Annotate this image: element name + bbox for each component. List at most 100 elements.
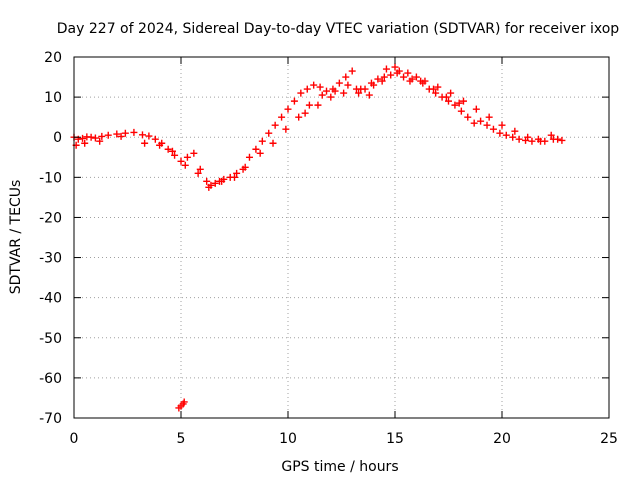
y-tick-label: -20 [39,210,62,226]
x-tick-label: 0 [70,431,79,447]
data-point [455,99,463,107]
data-point [98,132,106,140]
data-point [382,65,390,73]
data-point [404,69,412,77]
data-point [496,129,504,137]
data-point [528,137,536,145]
data-point [483,121,491,129]
data-point [432,89,440,97]
data-point [233,169,241,177]
data-point [498,121,506,129]
data-point [524,133,532,141]
data-point [470,119,478,127]
data-point [331,87,339,95]
data-point [113,130,121,138]
x-tick-label: 20 [493,431,511,447]
data-point [271,121,279,129]
data-point [408,75,416,83]
data-point [194,169,202,177]
data-point [130,128,138,136]
data-point [445,97,452,105]
data-point [451,101,459,109]
data-point [316,83,324,91]
data-point [81,139,89,147]
data-point [87,133,95,141]
data-point [151,135,159,143]
data-point [183,153,191,161]
data-point [310,81,318,89]
data-point [79,134,87,142]
x-tick-label: 25 [600,431,618,447]
data-point [327,93,335,101]
data-point [180,398,188,406]
data-point [278,113,286,121]
y-tick-label: -40 [39,291,62,307]
data-point [395,67,403,75]
data-point [457,107,465,115]
data-point [156,141,164,149]
data-point [430,85,438,93]
x-tick-label: 5 [177,431,186,447]
data-point [374,75,382,83]
data-point [290,97,298,105]
data-point [177,157,185,165]
data-point [502,131,510,139]
y-tick-label: 0 [53,130,62,146]
data-point [303,85,311,93]
data-point [380,73,388,81]
y-axis-label: SDTVAR / TECUs [8,180,24,295]
data-point [511,127,519,135]
data-point [342,73,350,81]
data-point [472,105,480,113]
y-tick-label: -30 [39,251,62,267]
data-point [190,149,198,157]
data-point [284,105,292,113]
data-point [164,145,172,153]
data-point [256,149,264,157]
data-point [370,81,378,89]
data-point [205,183,213,191]
data-point [387,71,395,79]
data-point [365,91,373,99]
data-point [537,137,545,145]
data-point [121,129,129,137]
data-point [477,117,485,125]
data-point [323,87,331,95]
data-point [245,153,253,161]
data-point [348,67,356,75]
data-point [459,97,467,105]
data-point [117,132,125,140]
data-point [355,89,363,97]
data-point [412,73,420,81]
data-point [340,89,348,97]
data-point [168,147,176,155]
data-point [515,135,523,143]
data-point [314,101,322,109]
data-point [489,125,497,133]
grid [74,57,609,418]
data-point [434,83,442,91]
data-point [104,131,112,139]
data-point [464,113,472,121]
data-point [400,73,408,81]
plot-frame [73,56,610,419]
data-point [318,91,326,99]
data-point [352,85,360,93]
data-point [547,131,555,139]
data-point [485,113,493,121]
data-point [231,173,238,181]
y-tick-label: -60 [39,371,62,387]
data-point [447,89,455,97]
data-point [269,139,277,147]
data-point [138,131,146,139]
data-point [442,93,450,101]
data-point [282,125,290,133]
data-point [378,77,386,85]
y-tick-label: -70 [39,411,62,427]
x-tick-label: 15 [386,431,404,447]
data-point [417,77,425,85]
y-tick-label: -50 [39,331,62,347]
y-tick-label: 20 [44,50,62,66]
data-point [258,137,266,145]
